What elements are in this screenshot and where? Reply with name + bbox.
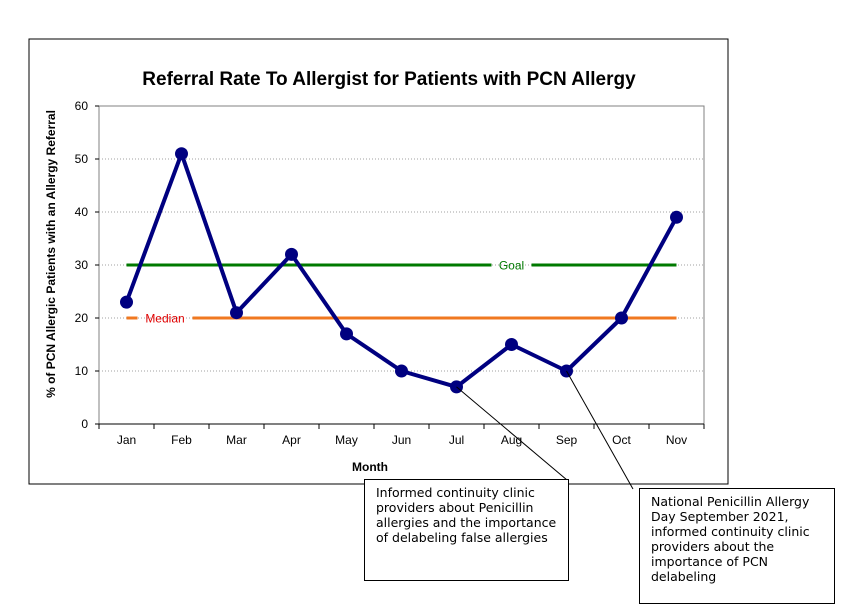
data-point	[670, 210, 683, 224]
annotation-text: Informed continuity clinic providers abo…	[376, 485, 557, 545]
x-tick-label: Sep	[556, 433, 578, 447]
x-axis-label: Month	[352, 460, 388, 474]
data-point	[175, 147, 188, 161]
data-point	[230, 306, 243, 320]
annotation-text: National Penicillin Allergy Day Septembe…	[651, 494, 810, 584]
y-tick-label: 10	[75, 364, 89, 378]
x-tick-label: Mar	[226, 433, 247, 447]
reference-lines: Goal Median	[126, 259, 677, 326]
x-tick-label: May	[335, 433, 358, 447]
data-point	[615, 311, 628, 325]
annotation-callout-sep: National Penicillin Allergy Day Septembe…	[639, 488, 835, 604]
x-tick-label: Nov	[666, 433, 687, 447]
data-point	[505, 338, 518, 351]
data-point	[395, 364, 408, 378]
x-tick-label: Oct	[612, 433, 631, 447]
y-tick-label: 40	[75, 205, 89, 219]
y-tick-label: 50	[75, 152, 89, 166]
axes: 0 10 20 30 40 50 60 Jan Feb Mar Apr May Jun Jul Aug Sep…	[75, 99, 705, 447]
callout-leader-line	[566, 370, 634, 490]
x-tick-label: Aug	[501, 433, 522, 447]
reference-label-goal: Goal	[499, 259, 524, 273]
data-point	[285, 247, 298, 261]
callout-leaders	[456, 370, 634, 490]
series-layer	[120, 147, 683, 394]
annotation-callout-jul: Informed continuity clinic providers abo…	[364, 479, 569, 581]
y-tick-label: 0	[81, 417, 88, 431]
x-tick-label: Jul	[449, 433, 464, 447]
y-tick-label: 20	[75, 311, 89, 325]
data-point	[340, 327, 353, 341]
x-tick-label: Feb	[171, 433, 192, 447]
data-point	[120, 295, 133, 309]
callout-leader-line	[456, 386, 568, 481]
x-tick-label: Jun	[392, 433, 411, 447]
x-tick-label: Jan	[117, 433, 136, 447]
y-axis-label: % of PCN Allergic Patients with an Aller…	[44, 110, 58, 398]
chart-title: Referral Rate To Allergist for Patients …	[142, 69, 636, 90]
y-tick-label: 30	[75, 258, 89, 272]
y-tick-label: 60	[75, 99, 89, 113]
reference-label-median: Median	[145, 312, 184, 326]
x-tick-label: Apr	[282, 433, 301, 447]
